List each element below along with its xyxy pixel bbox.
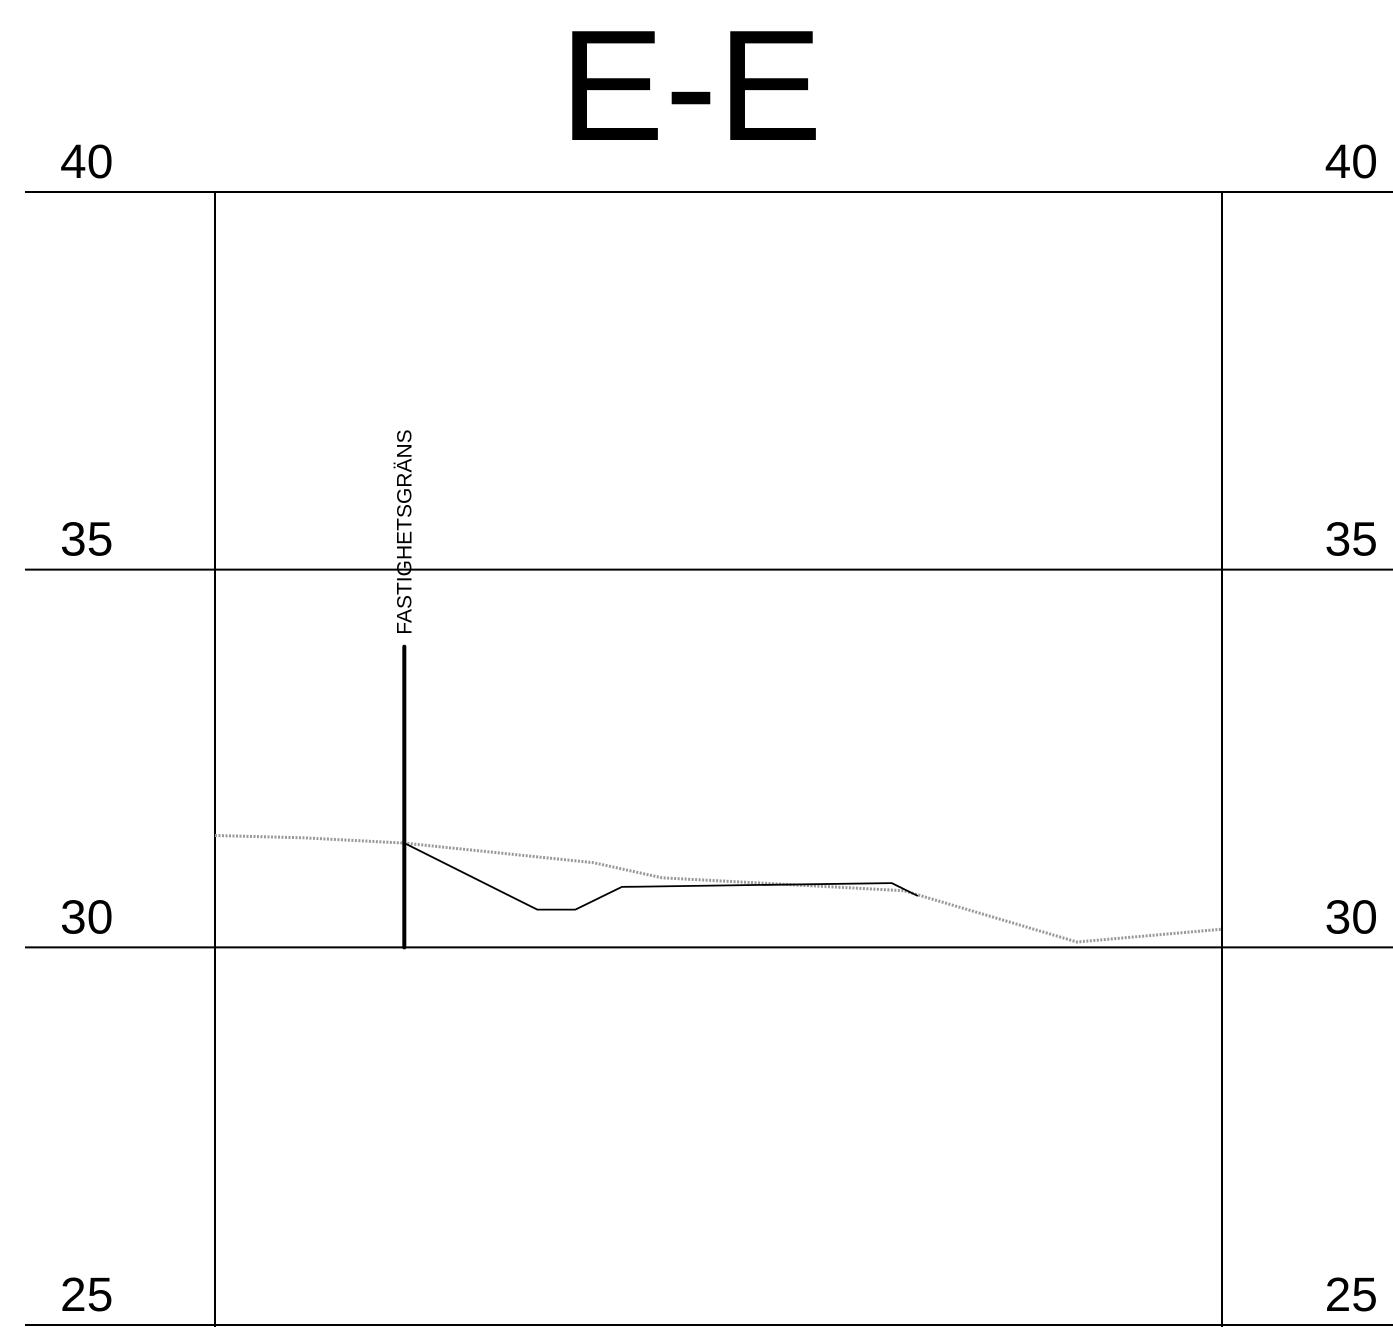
section-title: E-E	[559, 0, 822, 174]
level-label-right-35: 35	[1325, 514, 1378, 567]
grid-layer: 40 40 35 35 30 30 25 25	[25, 136, 1393, 1327]
property-boundary-label: FASTIGHETSGRÄNS	[393, 429, 416, 634]
annotation-layer: FASTIGHETSGRÄNS	[393, 429, 416, 950]
level-label-right-25: 25	[1325, 1269, 1378, 1322]
level-label-right-30: 30	[1325, 891, 1378, 944]
level-label-left-35: 35	[60, 514, 113, 567]
series-layer	[214, 834, 1223, 944]
existing-ground-line	[214, 834, 1223, 944]
level-label-right-40: 40	[1325, 136, 1378, 189]
level-label-left-40: 40	[60, 136, 113, 189]
level-label-left-30: 30	[60, 891, 113, 944]
level-label-left-25: 25	[60, 1269, 113, 1322]
proposed-ground-line	[403, 842, 919, 911]
